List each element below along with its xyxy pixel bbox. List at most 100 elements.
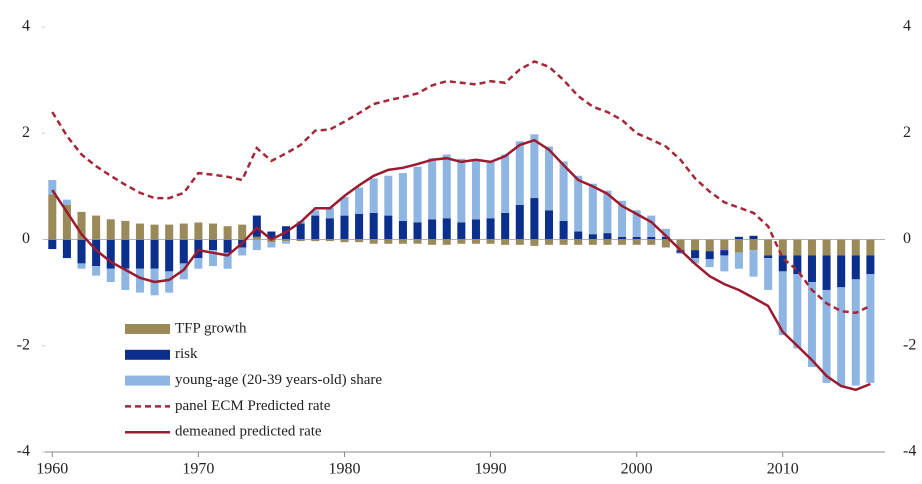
bar [471,239,480,244]
y-tick-label: -4 [17,443,30,460]
bar [179,223,188,240]
bar [501,212,510,240]
bar [457,222,466,240]
bar [471,159,480,220]
bar [559,239,568,245]
bar [749,250,758,277]
bar [252,239,261,251]
bar [851,255,860,280]
bar [48,180,57,195]
bar [574,175,583,232]
bar [106,219,115,240]
bar [866,255,875,275]
bar [442,218,451,240]
y2-tick-label: 2 [903,124,911,141]
bar [428,219,437,240]
bar [92,239,101,267]
bar [851,279,860,386]
bar [384,215,393,240]
bar [720,250,729,256]
bar [647,236,656,240]
bar [355,187,364,214]
bar [267,242,276,248]
bar [661,236,670,240]
bar [530,198,539,240]
y2-tick-label: -2 [903,336,916,353]
x-tick-label: 2010 [767,461,799,478]
bar [92,215,101,240]
bar [208,223,218,240]
bar [647,239,656,245]
bar [413,239,422,244]
bar [340,215,349,240]
bar [837,287,846,386]
bar [194,222,203,240]
bar [282,239,291,242]
bar [384,175,393,216]
bar [837,239,846,256]
bar [325,218,334,240]
legend-label: demeaned predicted rate [175,424,322,440]
bar [822,255,831,290]
bar [618,239,627,245]
y-tick-label: -2 [17,336,30,353]
x-tick-label: 1970 [182,461,214,478]
bar [62,204,71,240]
legend-swatch [125,375,170,386]
y-tick-label: 0 [22,230,30,247]
bar [618,200,627,237]
bar [106,268,115,282]
bar [691,258,700,264]
bar [720,239,729,251]
bar [442,239,451,245]
bar [807,282,816,367]
bar [720,255,729,272]
bar [179,263,188,280]
bar [866,239,875,256]
bar [764,255,773,259]
bar [603,190,612,234]
bar [428,239,437,245]
bar [223,226,232,240]
bar [92,266,101,276]
bar [121,239,130,269]
bar [296,239,305,242]
bar [793,239,802,256]
bar [208,250,218,267]
bar [150,239,159,269]
y-tick-label: 2 [22,124,30,141]
bar [428,158,437,220]
bar [252,236,261,240]
bar [325,239,334,242]
bar [734,252,743,269]
bar [135,223,144,240]
bar [515,204,524,240]
bar [369,178,378,213]
bar [471,219,480,240]
y2-tick-label: 0 [903,230,911,247]
bar [340,239,349,243]
bar [749,239,758,251]
bar [544,239,554,245]
bar [807,239,816,256]
y2-tick-label: 4 [903,18,911,35]
bar [603,239,612,245]
bar [603,233,612,240]
bar [691,239,700,251]
bar [486,218,495,240]
bar [807,255,816,282]
x-tick-label: 1990 [475,461,507,478]
legend-label: TFP growth [175,320,247,336]
bar [574,231,583,240]
bar [705,251,714,260]
bar [734,236,743,240]
legend-label: panel ECM Predicted rate [175,398,331,414]
x-tick-label: 1960 [36,461,68,478]
bar [705,259,714,268]
x-tick-label: 2000 [621,461,653,478]
bar [515,239,524,245]
bar [413,166,422,223]
bar [574,239,583,245]
bar [223,252,232,269]
